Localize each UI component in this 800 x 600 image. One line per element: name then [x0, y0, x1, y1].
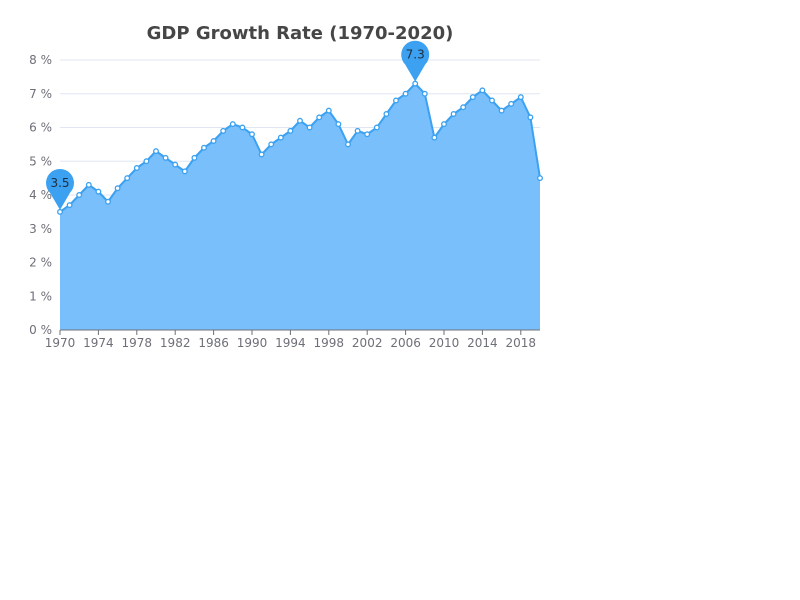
data-point	[431, 134, 438, 141]
chart-title: GDP Growth Rate (1970-2020)	[147, 23, 454, 44]
data-point	[66, 202, 73, 209]
mark-pin-min	[46, 168, 74, 210]
y-tick-label: 4 %	[29, 188, 52, 202]
data-point	[325, 107, 332, 114]
y-tick-label: 8 %	[29, 53, 52, 67]
y-tick-label: 0 %	[29, 323, 52, 337]
data-point	[239, 124, 246, 131]
data-point	[95, 188, 102, 195]
mark-pin-label-min: 3.5	[50, 176, 69, 190]
data-point	[162, 154, 169, 161]
data-point	[277, 134, 284, 141]
y-tick-label: 5 %	[29, 154, 52, 168]
axes: 0 % 1 % 2 % 3 % 4 % 5 % 6 % 7 % 8 % 1970 1974 1978 1…	[29, 53, 540, 350]
data-point	[441, 121, 447, 128]
y-tick-label: 3 %	[29, 222, 52, 236]
data-point	[364, 131, 371, 138]
data-point	[124, 175, 131, 182]
data-point	[345, 141, 351, 148]
y-tick-label: 6 %	[29, 121, 52, 135]
data-point	[268, 141, 275, 148]
data-point	[181, 168, 188, 175]
data-point	[489, 97, 495, 104]
data-point	[306, 124, 313, 131]
x-tick-label: 1982	[160, 336, 191, 350]
data-points	[57, 80, 543, 215]
data-point	[287, 127, 294, 134]
data-point	[537, 175, 543, 182]
data-point	[133, 165, 140, 171]
mark-pins: 3.5 7.3	[46, 40, 430, 210]
x-tick-label: 2010	[429, 336, 460, 350]
area-series	[60, 83, 540, 330]
data-point	[114, 185, 121, 192]
x-tick-label: 2006	[390, 336, 421, 350]
data-point	[172, 161, 179, 168]
x-tick-label: 1994	[275, 336, 306, 350]
data-point	[412, 80, 419, 87]
data-point	[393, 97, 399, 104]
data-point	[249, 131, 255, 138]
x-tick-label: 2014	[467, 336, 498, 350]
data-point	[210, 138, 217, 144]
data-point	[105, 198, 111, 205]
x-tick-label: 1970	[45, 336, 76, 350]
data-point	[402, 90, 409, 97]
data-point	[316, 114, 323, 121]
y-tick-label: 1 %	[29, 289, 52, 303]
x-tick-label: 1986	[198, 336, 229, 350]
x-tick-label: 1978	[122, 336, 153, 350]
area-fill	[60, 83, 540, 330]
data-point	[143, 158, 150, 165]
data-point	[498, 107, 505, 114]
x-tick-label: 2002	[352, 336, 383, 350]
data-point	[469, 94, 476, 101]
data-point	[76, 192, 83, 198]
data-point	[517, 94, 524, 101]
data-point	[335, 121, 342, 128]
data-point	[201, 144, 207, 151]
data-point	[383, 111, 390, 117]
data-point	[508, 100, 515, 107]
mark-pin-label-max: 7.3	[406, 48, 425, 62]
x-tick-label: 1974	[83, 336, 114, 350]
data-point	[229, 121, 236, 128]
data-point	[57, 208, 63, 215]
data-point	[220, 127, 227, 134]
data-point	[373, 124, 380, 131]
data-point	[85, 181, 92, 188]
mark-pin-max	[401, 40, 430, 82]
data-point	[450, 111, 457, 117]
y-tick-label: 7 %	[29, 87, 52, 101]
data-point	[191, 154, 198, 161]
data-point	[479, 87, 486, 94]
x-tick-label: 2018	[506, 336, 537, 350]
data-point	[153, 148, 159, 155]
data-point	[354, 127, 361, 134]
data-point	[527, 114, 534, 121]
x-tick-label: 1998	[314, 336, 345, 350]
data-point	[460, 104, 467, 111]
data-point	[258, 151, 265, 158]
data-point	[421, 90, 428, 97]
y-tick-label: 2 %	[29, 256, 52, 270]
x-tick-label: 1990	[237, 336, 268, 350]
data-point	[297, 117, 303, 124]
